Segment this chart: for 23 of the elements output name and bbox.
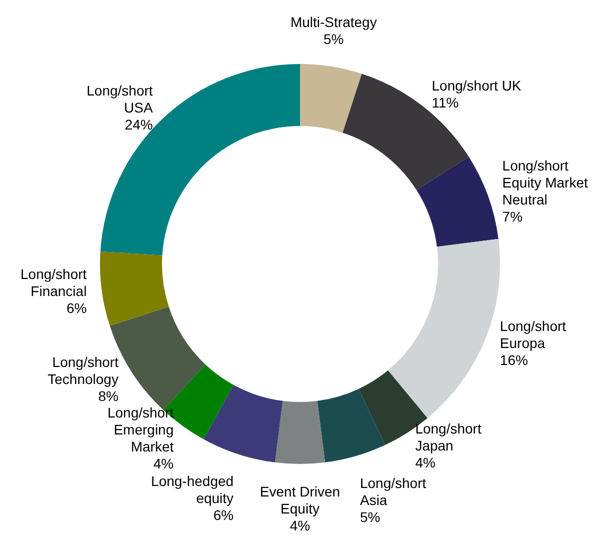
slice-label: Multi-Strategy	[290, 14, 377, 30]
data-label: 11%	[432, 94, 459, 111]
data-label: 4%	[290, 518, 310, 534]
data-label: 6%	[213, 506, 234, 523]
data-label: 5%	[360, 508, 380, 525]
data-label: 16%	[500, 352, 528, 368]
data-label: 8%	[98, 388, 118, 404]
slice-label: Long/short USA	[86, 82, 154, 116]
data-label: 4%	[415, 454, 436, 471]
slice-label: Long/short Technology	[48, 354, 119, 388]
slice-label: Long/short Japan	[415, 420, 482, 454]
slice-label: Long/short Financial	[20, 266, 87, 299]
data-label: 7%	[502, 208, 523, 225]
data-label: 6%	[66, 300, 87, 316]
slice-label: Long-hedged equity	[151, 472, 234, 506]
slice-label: Long/short UK	[432, 78, 522, 94]
data-label: 5%	[324, 31, 344, 48]
slice-label: Long/short Europa	[500, 318, 566, 352]
data-label: 4%	[153, 455, 174, 472]
slice-label: Long/short Equity Market Neutral	[502, 158, 588, 208]
slice-label: Event Driven Equity	[260, 484, 340, 516]
slice-label: Long/short Asia	[360, 474, 426, 508]
data-label: 24%	[124, 116, 153, 132]
